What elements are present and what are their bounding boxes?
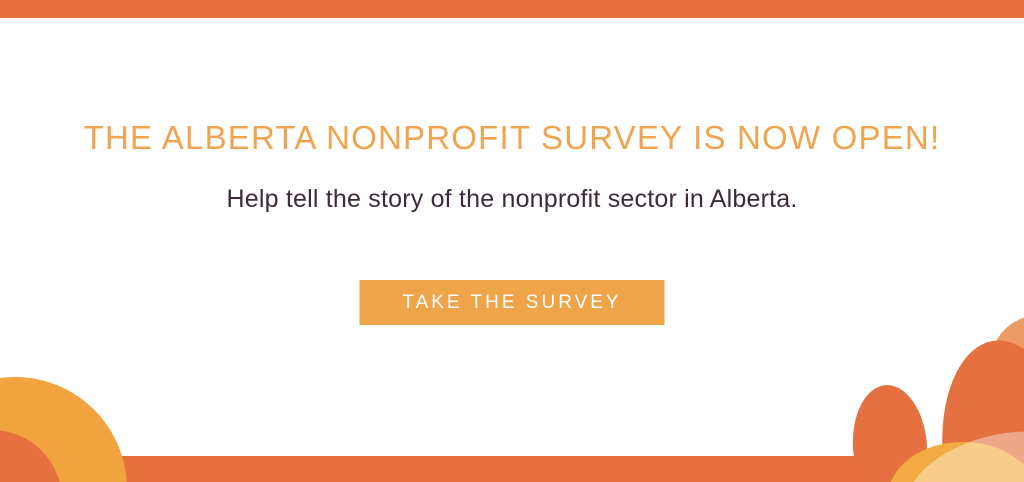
headline: THE ALBERTA NONPROFIT SURVEY IS NOW OPEN…: [83, 119, 941, 156]
top-accent-bar: [0, 0, 1024, 18]
bottom-accent-bar: [0, 456, 1024, 482]
subheadline: Help tell the story of the nonprofit sec…: [226, 185, 798, 213]
blob-right-peek-icon: [990, 317, 1024, 413]
take-survey-button[interactable]: TAKE THE SURVEY: [359, 280, 665, 325]
